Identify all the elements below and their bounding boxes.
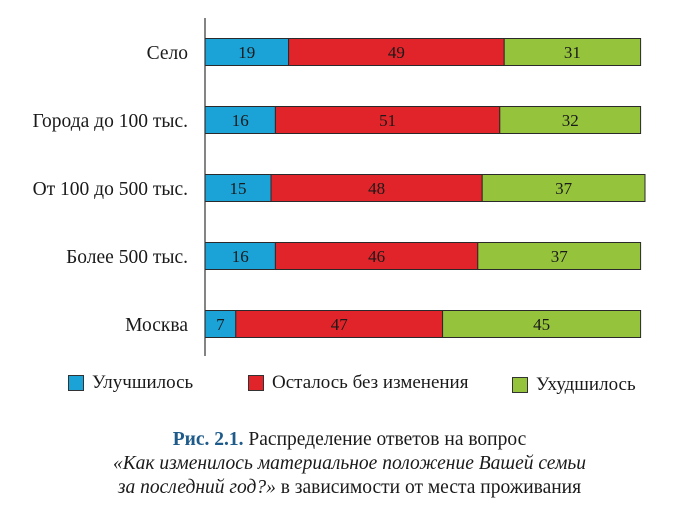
category-label: Москва (125, 315, 188, 336)
legend: Улучшилось Осталось без изменения Ухудши… (0, 368, 699, 404)
caption-line-2: «Как изменилось материальное положение В… (112, 453, 587, 474)
caption-text-3: в зависимости от места проживания (280, 477, 582, 498)
data-label: 16 (232, 111, 249, 130)
caption-text-1: Распределение ответов на вопрос (248, 429, 527, 450)
data-label: 32 (562, 111, 579, 130)
figure-label: Рис. 2.1. (172, 429, 244, 450)
bar-segment (204, 310, 237, 338)
legend-item-worsened: Ухудшилось (512, 374, 636, 396)
bar-segment (503, 38, 642, 66)
bar-segment (235, 310, 444, 338)
legend-swatch-improved (68, 375, 84, 391)
data-label: 51 (379, 111, 396, 130)
bar-segment (204, 174, 272, 202)
data-label: 31 (564, 43, 581, 62)
bar-segment (274, 106, 501, 134)
legend-label-improved: Улучшилось (92, 372, 194, 393)
bar-segment (442, 310, 642, 338)
legend-item-unchanged: Осталось без изменения (248, 372, 468, 394)
data-label: 45 (533, 315, 550, 334)
data-label: 16 (232, 247, 249, 266)
data-label: 48 (368, 179, 385, 198)
data-label: 37 (555, 179, 573, 198)
stacked-bar-chart: Село 19 49 31 Города до 100 тыс. 16 51 32 От 100… (32, 18, 646, 356)
category-label: От 100 до 500 тыс. (33, 179, 188, 200)
legend-swatch-unchanged (248, 375, 264, 391)
category-label: Более 500 тыс. (66, 247, 188, 268)
caption-line-1: Рис. 2.1. Распределение ответов на вопро… (0, 428, 699, 452)
data-label: 19 (238, 43, 255, 62)
bar-segment (204, 242, 276, 270)
data-label: 37 (551, 247, 569, 266)
data-label: 47 (331, 315, 349, 334)
bar-segment (270, 174, 483, 202)
legend-label-worsened: Ухудшилось (536, 374, 636, 395)
legend-swatch-worsened (512, 377, 528, 393)
bar-segment (288, 38, 505, 66)
legend-label-unchanged: Осталось без изменения (272, 372, 469, 393)
legend-item-improved: Улучшилось (68, 372, 193, 394)
figure-caption: Рис. 2.1. Распределение ответов на вопро… (0, 428, 699, 500)
bar-segment (477, 242, 642, 270)
data-label: 7 (216, 315, 225, 334)
category-label: Село (147, 43, 188, 64)
bar-segment (499, 106, 642, 134)
data-label: 15 (230, 179, 247, 198)
caption-text-3-italic: за последний год?» (117, 477, 276, 498)
caption-line-3: за последний год?» в зависимости от мест… (0, 476, 699, 500)
bar-segment (481, 174, 646, 202)
category-label: Города до 100 тыс. (32, 111, 188, 132)
data-label: 49 (388, 43, 405, 62)
data-label: 46 (368, 247, 385, 266)
